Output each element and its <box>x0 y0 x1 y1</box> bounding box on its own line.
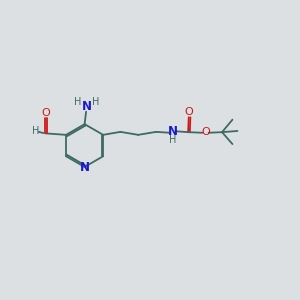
Text: O: O <box>184 107 193 117</box>
Text: N: N <box>167 125 177 138</box>
Text: O: O <box>41 108 50 118</box>
Text: H: H <box>92 97 100 107</box>
Text: O: O <box>201 128 210 137</box>
Text: H: H <box>169 135 176 145</box>
Text: N: N <box>82 100 92 113</box>
Text: H: H <box>74 97 81 107</box>
Text: H: H <box>32 126 39 136</box>
Text: N: N <box>80 161 90 174</box>
